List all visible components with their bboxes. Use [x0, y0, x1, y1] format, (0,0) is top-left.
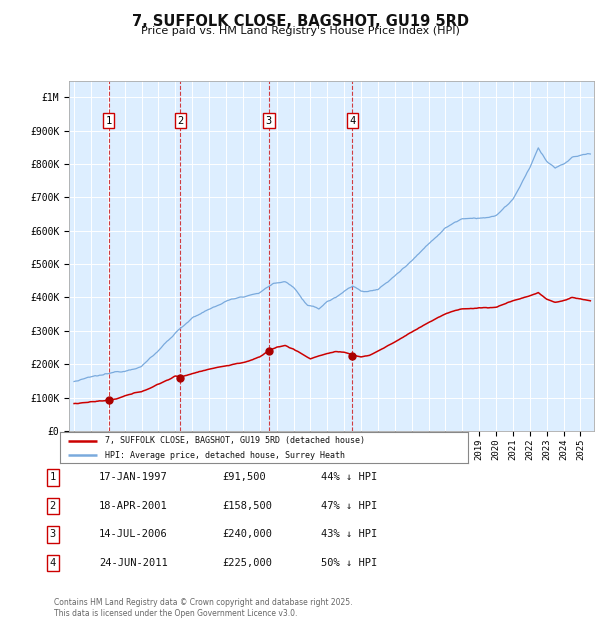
Text: Price paid vs. HM Land Registry's House Price Index (HPI): Price paid vs. HM Land Registry's House …: [140, 26, 460, 36]
Text: £240,000: £240,000: [222, 529, 272, 539]
Text: 47% ↓ HPI: 47% ↓ HPI: [321, 501, 377, 511]
Text: 44% ↓ HPI: 44% ↓ HPI: [321, 472, 377, 482]
Text: 1: 1: [50, 472, 56, 482]
Text: 3: 3: [50, 529, 56, 539]
Text: 1: 1: [106, 116, 112, 126]
Text: 4: 4: [349, 116, 355, 126]
Text: £91,500: £91,500: [222, 472, 266, 482]
Text: 14-JUL-2006: 14-JUL-2006: [99, 529, 168, 539]
Text: HPI: Average price, detached house, Surrey Heath: HPI: Average price, detached house, Surr…: [105, 451, 345, 460]
Text: 50% ↓ HPI: 50% ↓ HPI: [321, 558, 377, 568]
Text: £225,000: £225,000: [222, 558, 272, 568]
Text: 2: 2: [50, 501, 56, 511]
Text: 2: 2: [177, 116, 184, 126]
Text: 24-JUN-2011: 24-JUN-2011: [99, 558, 168, 568]
Text: 43% ↓ HPI: 43% ↓ HPI: [321, 529, 377, 539]
Text: £158,500: £158,500: [222, 501, 272, 511]
Text: 7, SUFFOLK CLOSE, BAGSHOT, GU19 5RD (detached house): 7, SUFFOLK CLOSE, BAGSHOT, GU19 5RD (det…: [105, 436, 365, 445]
Text: 18-APR-2001: 18-APR-2001: [99, 501, 168, 511]
Text: 4: 4: [50, 558, 56, 568]
Text: 7, SUFFOLK CLOSE, BAGSHOT, GU19 5RD: 7, SUFFOLK CLOSE, BAGSHOT, GU19 5RD: [131, 14, 469, 29]
Text: 17-JAN-1997: 17-JAN-1997: [99, 472, 168, 482]
Text: Contains HM Land Registry data © Crown copyright and database right 2025.
This d: Contains HM Land Registry data © Crown c…: [54, 598, 353, 618]
Text: 3: 3: [266, 116, 272, 126]
